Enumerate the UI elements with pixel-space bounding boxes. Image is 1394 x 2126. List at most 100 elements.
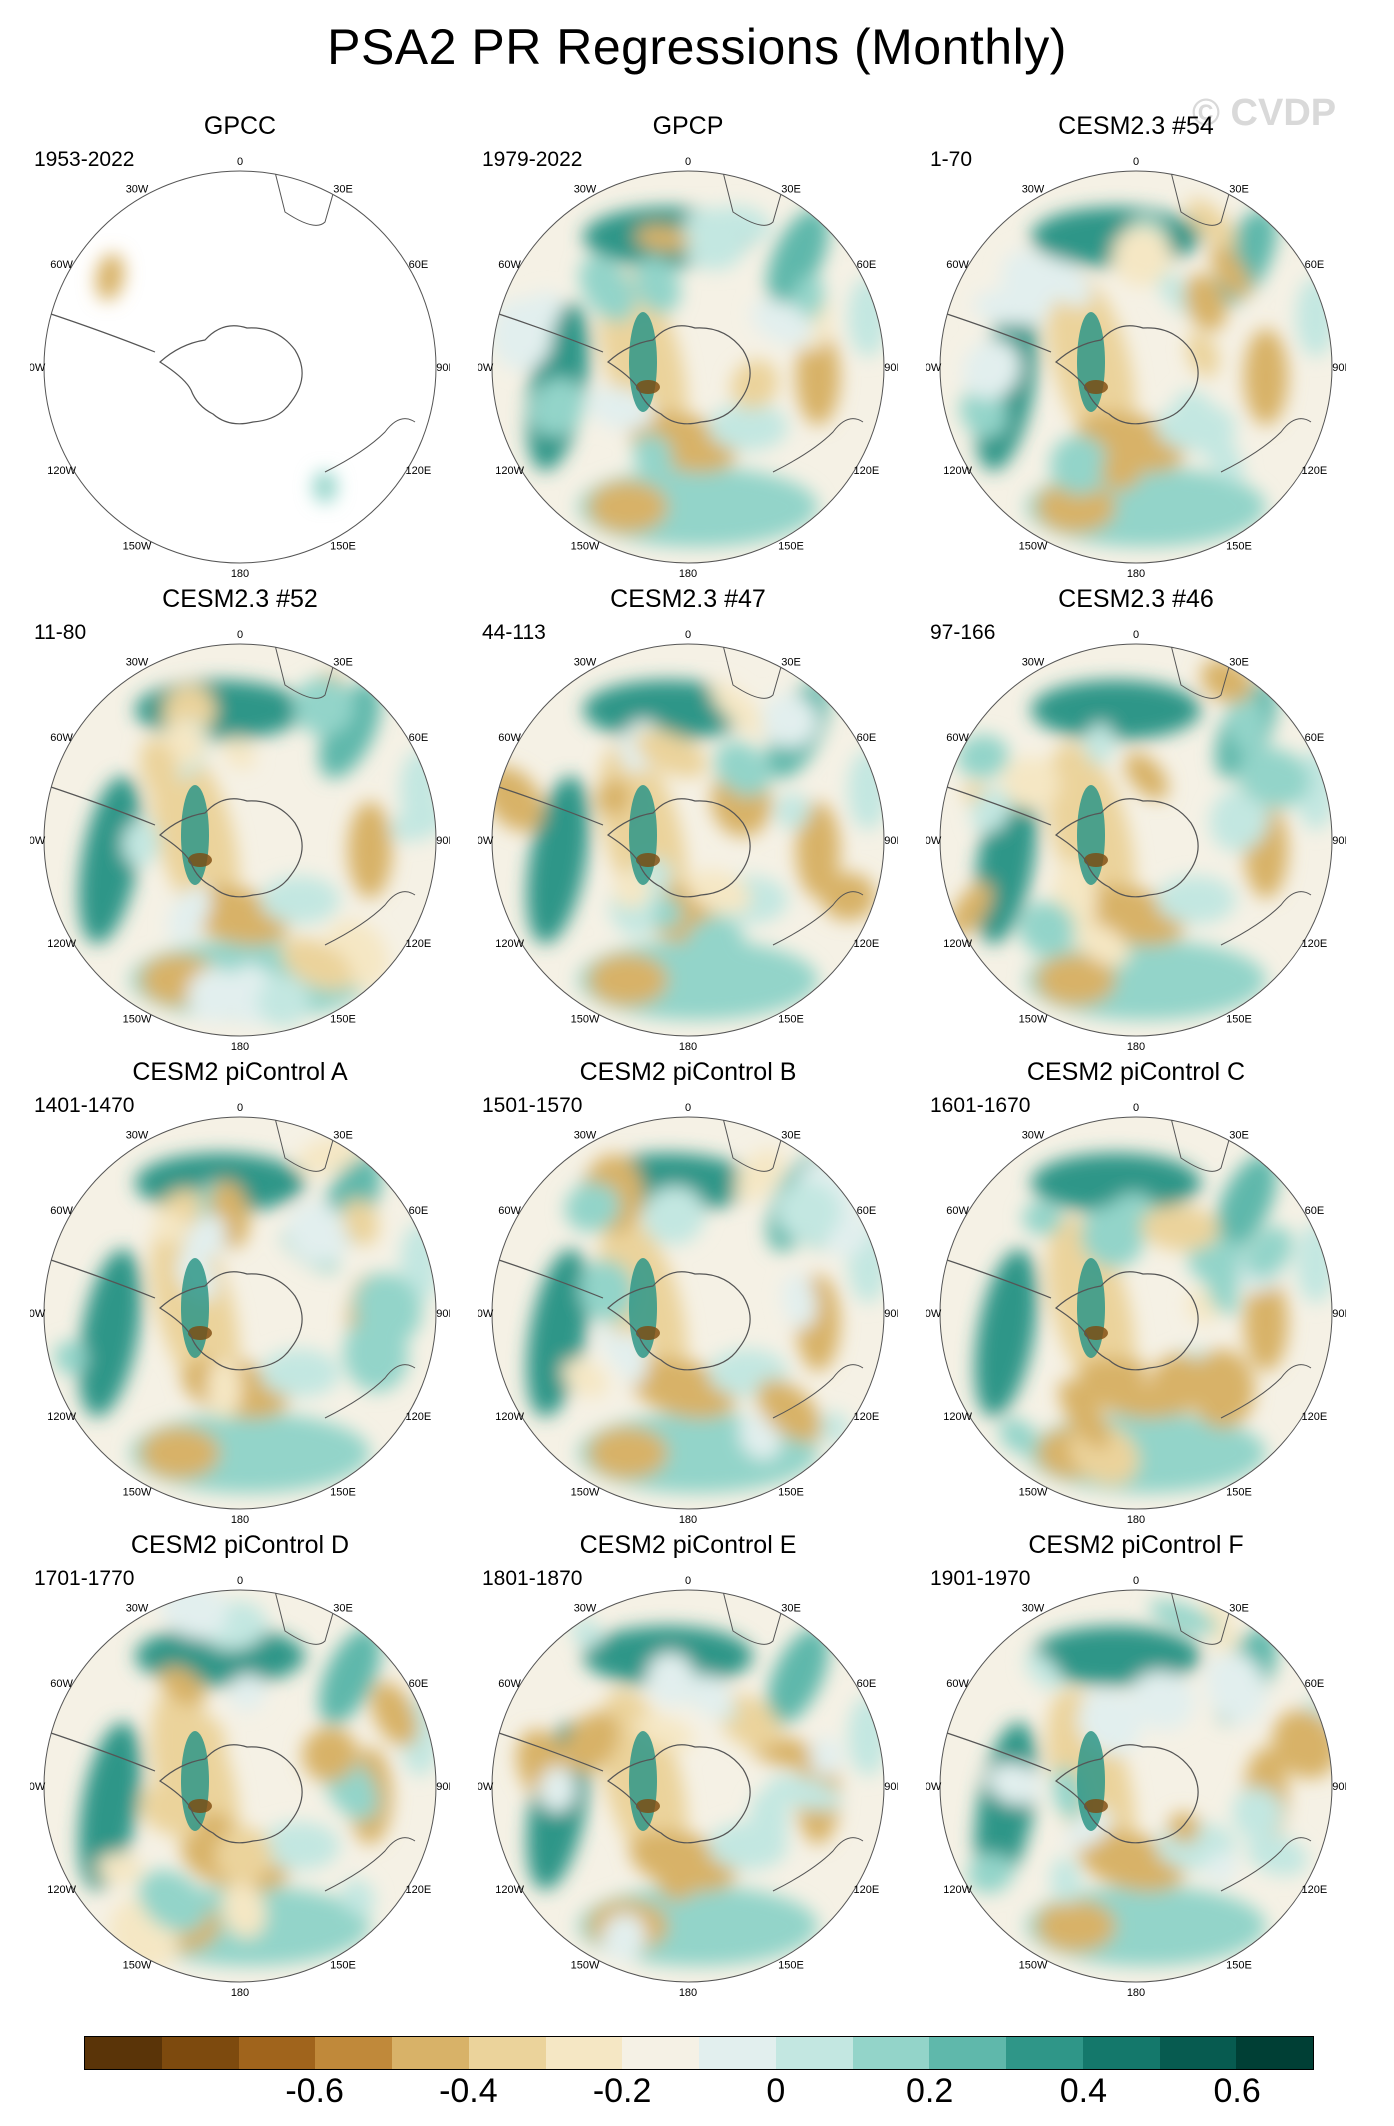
longitude-label: 60W [50,732,73,744]
panel-title: CESM2 piControl A [132,1058,348,1086]
longitude-label: 120W [495,465,524,477]
longitude-label: 150W [123,1486,152,1498]
polar-map: 0 30E 60E 90E 120E 150E 180 150W 120W 90W 60W 30W [30,1575,450,1999]
longitude-label: 90E [884,835,898,847]
longitude-label: 90W [30,1781,46,1793]
longitude-label: 60E [409,259,429,271]
longitude-label: 60W [946,732,969,744]
colorbar-swatch [85,2037,162,2069]
polar-map: 0 30E 60E 90E 120E 150E 180 150W 120W 90W 60W 30W [926,156,1346,580]
longitude-label: 60E [409,1678,429,1690]
longitude-label: 60E [857,259,877,271]
panel-title: CESM2 piControl F [1028,1531,1244,1559]
longitude-label: 0 [237,629,243,641]
longitude-label: 60E [1305,732,1325,744]
watermark: © CVDP [1192,92,1337,134]
longitude-label: 120E [1302,1884,1328,1896]
longitude-label: 30W [574,657,597,669]
longitude-label: 30E [333,657,353,669]
longitude-label: 0 [685,1575,691,1587]
longitude-label: 0 [1133,156,1139,168]
polar-map: 0 30E 60E 90E 120E 150E 180 150W 120W 90W 60W 30W [926,1575,1346,1999]
longitude-label: 150E [1226,540,1252,552]
longitude-label: 120W [47,1411,76,1423]
panel-title: CESM2.3 #52 [162,585,318,613]
longitude-label: 150W [123,540,152,552]
longitude-label: 180 [231,1987,249,1999]
longitude-label: 60W [498,732,521,744]
colorbar-label: -0.2 [592,2072,652,2110]
panel-years: 44-113 [482,621,546,644]
longitude-label: 150E [778,1486,804,1498]
polar-map: 0 30E 60E 90E 120E 150E 180 150W 120W 90W 60W 30W [478,1102,898,1526]
panel-title: CESM2 piControl E [579,1531,797,1559]
polar-map: 0 30E 60E 90E 120E 150E 180 150W 120W 90W 60W 30W [30,629,450,1053]
polar-map: 0 30E 60E 90E 120E 150E 180 150W 120W 90W 60W 30W [478,629,898,1053]
colorbar-label: 0.6 [1213,2072,1261,2110]
longitude-label: 150W [1019,1959,1048,1971]
longitude-label: 90E [1332,1308,1346,1320]
map-panel: CESM2 piControl E 0 30E 60E 90E 120E 150E 180 15… [478,1531,898,2001]
colorbar-swatch [315,2037,392,2069]
longitude-label: 150E [1226,1486,1252,1498]
longitude-label: 0 [685,1102,691,1114]
map-panel: CESM2 piControl B 0 30E 60E 90E 120E 150E 180 15… [478,1058,898,1528]
longitude-label: 180 [679,1041,697,1053]
longitude-label: 90E [884,1308,898,1320]
colorbar-label: -0.4 [439,2072,498,2110]
longitude-label: 30W [1022,657,1045,669]
map-panel: CESM2.3 #47 0 30E 60E 90E 120E 150E 180 150W 120W… [478,585,898,1055]
colorbar-swatch [161,2037,239,2069]
panel-years: 1-70 [930,148,973,171]
longitude-label: 120E [406,1411,432,1423]
longitude-label: 60W [946,1205,969,1217]
polar-map: 0 30E 60E 90E 120E 150E 180 150W 120W 90W 60W 30W [478,156,898,580]
longitude-label: 180 [231,1041,249,1053]
longitude-label: 30W [574,1130,597,1142]
map-panel: CESM2 piControl D 0 30E 60E 90E 120E 150E 180 15… [30,1531,450,2001]
longitude-label: 30W [574,184,597,196]
panel-title: CESM2 piControl B [579,1058,797,1086]
longitude-label: 120E [1302,938,1328,950]
panel-years: 1701-1770 [34,1567,135,1590]
panel-years: 97-166 [930,621,996,644]
longitude-label: 150W [571,1959,600,1971]
longitude-label: 60W [498,1678,521,1690]
colorbar-swatch [775,2037,853,2069]
longitude-label: 30E [1229,657,1249,669]
longitude-label: 30E [1229,1603,1249,1615]
longitude-label: 0 [1133,1575,1139,1587]
map-panel: CESM2 piControl F 0 30E 60E 90E 120E 150E 180 15… [926,1531,1346,2001]
longitude-label: 30W [126,657,149,669]
longitude-label: 150E [330,1486,356,1498]
map-panel: GPCC 0 30E 60E 90E 120E 150E 180 150W 120W 90W 60W 3… [30,112,450,582]
longitude-label: 90W [478,1781,494,1793]
panel-years: 1953-2022 [34,148,135,171]
longitude-label: 0 [685,629,691,641]
longitude-label: 60W [946,259,969,271]
longitude-label: 150W [123,1959,152,1971]
colorbar-swatch [1236,2037,1313,2069]
longitude-label: 180 [679,568,697,580]
longitude-label: 60E [857,732,877,744]
longitude-label: 90W [478,835,494,847]
longitude-label: 120W [47,938,76,950]
colorbar-label: -0.6 [285,2072,344,2110]
longitude-label: 30W [574,1603,597,1615]
longitude-label: 30E [1229,184,1249,196]
longitude-label: 150E [1226,1959,1252,1971]
longitude-label: 180 [679,1514,697,1526]
longitude-label: 0 [1133,1102,1139,1114]
longitude-label: 90W [926,835,942,847]
colorbar-swatch [392,2037,469,2069]
longitude-label: 180 [1127,568,1145,580]
longitude-label: 180 [1127,1514,1145,1526]
longitude-label: 180 [231,568,249,580]
longitude-label: 0 [685,156,691,168]
longitude-label: 120E [1302,1411,1328,1423]
longitude-label: 90E [436,362,450,374]
longitude-label: 60W [50,1205,73,1217]
panel-years: 1801-1870 [482,1567,583,1590]
longitude-label: 120E [854,465,880,477]
colorbar-label: 0 [766,2072,786,2110]
